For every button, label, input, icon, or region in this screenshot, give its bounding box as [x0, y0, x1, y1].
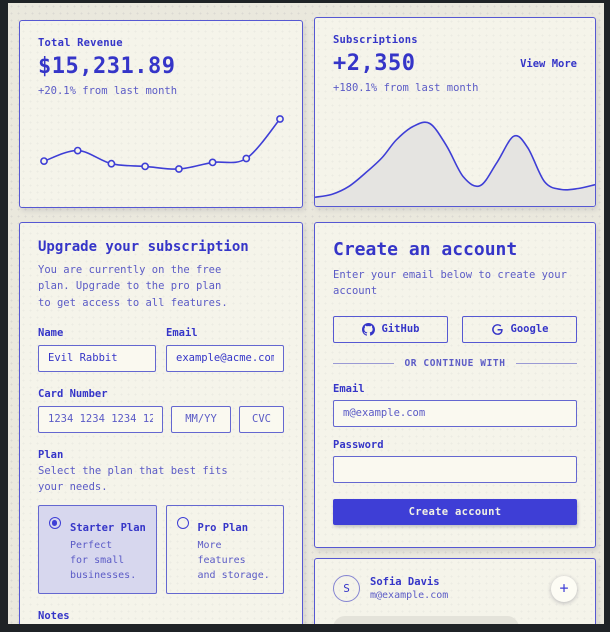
create-account-title: Create an account: [333, 239, 518, 260]
plan-description: Select the plan that best fits your need…: [38, 464, 228, 494]
google-button-label: Google: [510, 323, 549, 336]
dashboard-page: Total Revenue $15,231.89 +20.1% from las…: [8, 3, 604, 624]
or-continue-divider: OR CONTINUE WITH: [333, 358, 577, 369]
name-input[interactable]: [38, 344, 156, 372]
account-email-label: Email: [333, 382, 365, 395]
card-cvc-input[interactable]: [239, 405, 284, 433]
plus-icon: +: [559, 579, 569, 597]
upgrade-title: Upgrade your subscription: [38, 239, 249, 255]
chat-user-name: Sofia Davis: [370, 576, 440, 588]
create-account-button[interactable]: Create account: [333, 498, 577, 525]
github-icon: [361, 322, 375, 336]
notes-label: Notes: [38, 610, 70, 623]
github-button-label: GitHub: [381, 323, 420, 336]
plan-option-starter[interactable]: Starter Plan Perfect for small businesse…: [38, 505, 157, 595]
plan-label: Plan: [38, 448, 64, 461]
total-revenue-label: Total Revenue: [38, 37, 123, 49]
total-revenue-delta: +20.1% from last month: [38, 85, 178, 97]
subscriptions-label: Subscriptions: [333, 34, 418, 46]
password-label: Password: [333, 438, 384, 451]
email-input[interactable]: [166, 344, 284, 372]
revenue-line-chart: [40, 115, 284, 173]
avatar-initial: S: [343, 582, 350, 595]
card-expiry-input[interactable]: [171, 405, 231, 433]
plan-pro-name: Pro Plan: [197, 522, 249, 535]
chat-message-bubble: [333, 616, 519, 624]
google-icon: [491, 323, 503, 335]
divider-label: OR CONTINUE WITH: [404, 357, 506, 369]
subscriptions-value: +2,350: [333, 51, 416, 76]
chat-user-email: m@example.com: [370, 590, 449, 601]
name-label: Name: [38, 326, 64, 339]
password-input[interactable]: [333, 455, 577, 483]
plan-starter-description: Perfect for small businesses.: [70, 540, 137, 582]
plan-option-pro[interactable]: Pro Plan More features and storage.: [165, 505, 284, 595]
subscriptions-delta: +180.1% from last month: [333, 82, 479, 94]
add-user-button[interactable]: +: [551, 575, 577, 602]
subscriptions-card: Subscriptions +2,350 View More +180.1% f…: [314, 17, 596, 207]
create-account-card: Create an account Enter your email below…: [314, 222, 596, 548]
github-button[interactable]: GitHub: [333, 315, 448, 343]
total-revenue-card: Total Revenue $15,231.89 +20.1% from las…: [19, 20, 303, 208]
plan-pro-description: More features and storage.: [197, 540, 270, 582]
account-email-input[interactable]: [333, 399, 577, 427]
subscriptions-area-chart: [315, 121, 595, 206]
card-number-label: Card Number: [38, 387, 108, 400]
google-button[interactable]: Google: [462, 315, 577, 343]
avatar: S: [333, 575, 360, 602]
plan-options: Starter Plan Perfect for small businesse…: [38, 505, 284, 595]
chat-card: S Sofia Davis m@example.com +: [314, 558, 596, 624]
radio-starter-icon[interactable]: [49, 517, 61, 530]
radio-pro-icon[interactable]: [176, 517, 189, 530]
plan-starter-name: Starter Plan: [70, 522, 146, 535]
card-number-input[interactable]: [38, 405, 163, 433]
upgrade-description: You are currently on the free plan. Upgr…: [38, 264, 228, 309]
create-account-description: Enter your email below to create your ac…: [333, 269, 567, 298]
total-revenue-value: $15,231.89: [38, 54, 176, 79]
upgrade-subscription-card: Upgrade your subscription You are curren…: [19, 222, 303, 624]
view-more-link[interactable]: View More: [520, 57, 577, 70]
email-label: Email: [166, 326, 198, 339]
